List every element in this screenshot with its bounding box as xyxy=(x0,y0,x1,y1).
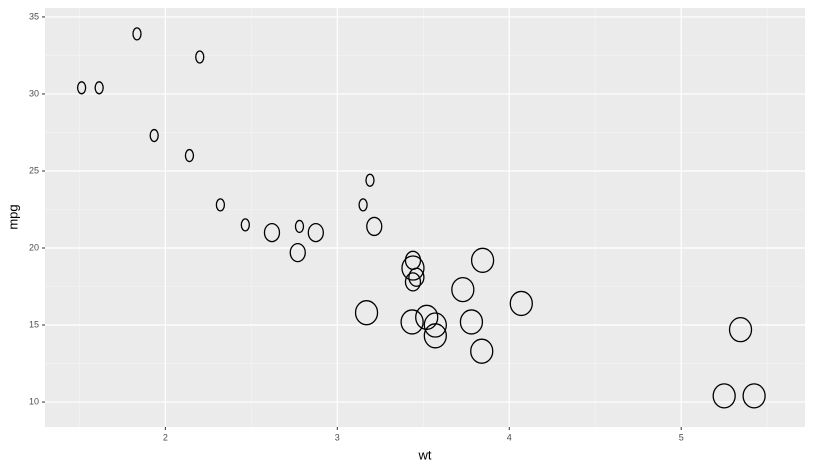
point xyxy=(404,250,422,270)
point xyxy=(509,290,533,317)
x-tick-label: 2 xyxy=(163,432,168,442)
point xyxy=(728,316,753,343)
point xyxy=(358,198,368,212)
x-tick-label: 3 xyxy=(335,432,340,442)
point xyxy=(76,81,87,95)
point xyxy=(470,338,494,364)
point xyxy=(132,27,142,41)
point xyxy=(215,198,226,212)
point xyxy=(400,309,424,335)
y-tick-label: 30 xyxy=(29,88,39,98)
x-tick-label: 5 xyxy=(679,432,684,442)
point xyxy=(294,219,305,234)
x-axis-label: wt xyxy=(418,447,432,462)
y-tick-label: 10 xyxy=(29,396,39,406)
point xyxy=(451,276,475,303)
y-tick-label: 25 xyxy=(29,165,39,175)
point xyxy=(365,173,375,187)
point xyxy=(195,50,205,64)
y-tick-label: 20 xyxy=(29,242,39,252)
point xyxy=(184,148,195,163)
y-tick-label: 35 xyxy=(29,11,39,21)
point xyxy=(415,304,439,330)
y-tick-label: 15 xyxy=(29,319,39,329)
point xyxy=(401,255,425,281)
point xyxy=(459,309,484,335)
point xyxy=(94,81,104,95)
point xyxy=(742,383,766,409)
y-axis-label: mpg xyxy=(5,204,20,229)
point xyxy=(289,242,306,263)
point xyxy=(354,300,379,326)
point xyxy=(404,272,422,292)
point xyxy=(263,222,281,243)
point xyxy=(240,218,250,232)
point xyxy=(149,128,159,143)
point xyxy=(307,222,324,243)
point xyxy=(712,383,736,409)
point xyxy=(366,216,383,237)
point xyxy=(470,247,495,273)
point xyxy=(423,312,447,338)
x-tick-label: 4 xyxy=(507,432,512,442)
panel xyxy=(45,8,805,427)
